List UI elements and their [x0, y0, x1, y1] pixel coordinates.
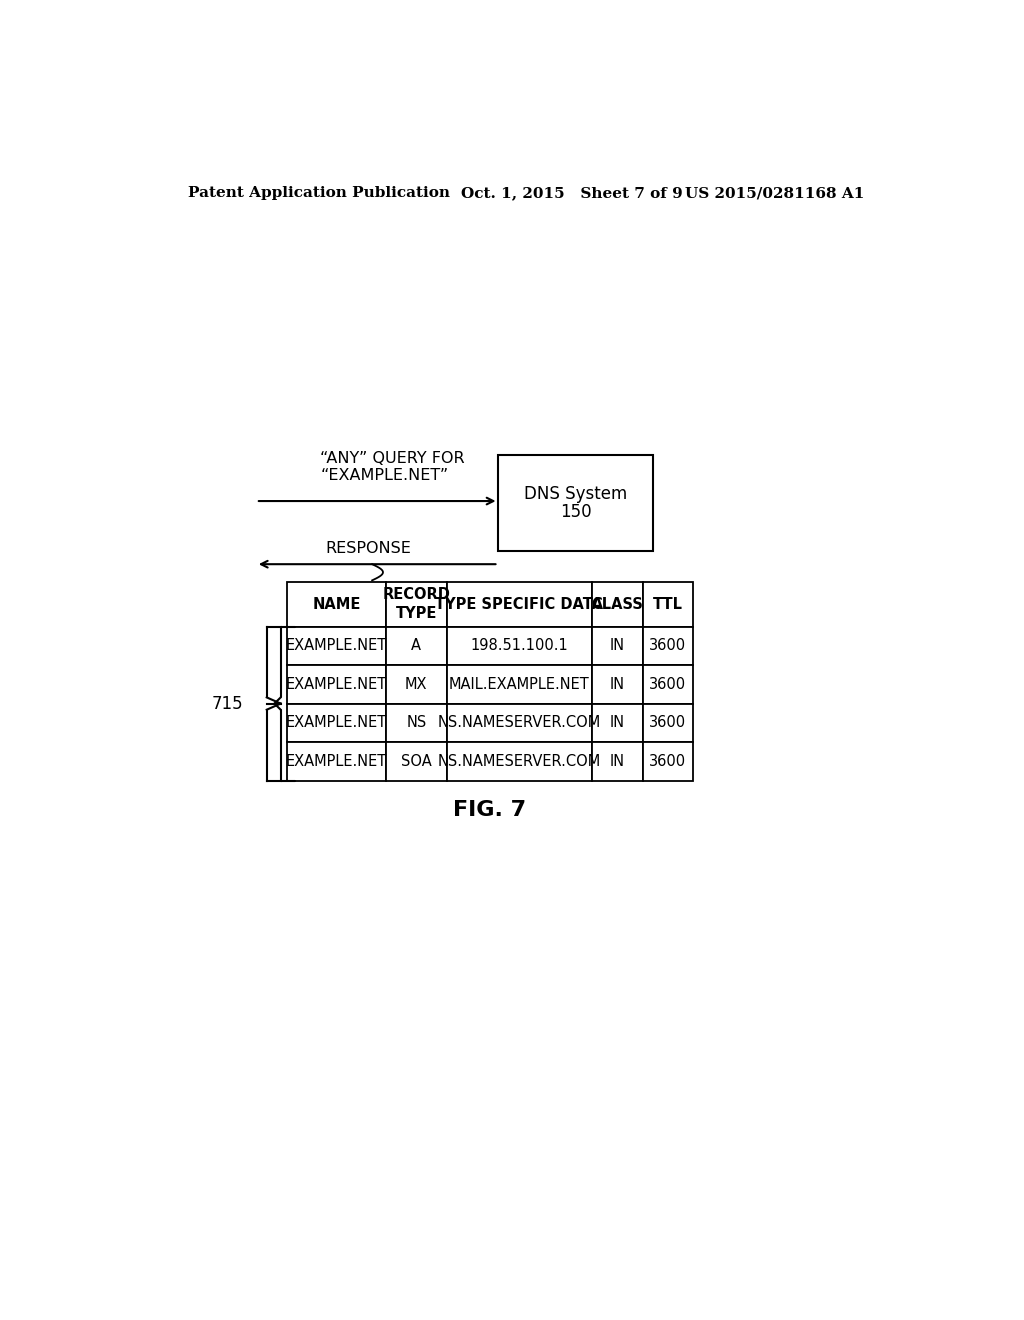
Text: US 2015/0281168 A1: US 2015/0281168 A1	[685, 186, 864, 201]
Text: NS: NS	[407, 715, 426, 730]
Text: EXAMPLE.NET: EXAMPLE.NET	[286, 677, 387, 692]
Text: RECORD
TYPE: RECORD TYPE	[382, 587, 451, 620]
Bar	[592, 582, 643, 627]
Bar	[643, 627, 693, 665]
Bar	[643, 665, 693, 704]
Text: RESPONSE: RESPONSE	[326, 541, 412, 557]
Text: DNS System: DNS System	[524, 484, 628, 503]
Text: IN: IN	[610, 754, 625, 768]
Text: TTL: TTL	[652, 597, 683, 611]
Bar	[287, 704, 386, 742]
Text: NAME: NAME	[312, 597, 360, 611]
Text: Oct. 1, 2015   Sheet 7 of 9: Oct. 1, 2015 Sheet 7 of 9	[461, 186, 683, 201]
Text: 3600: 3600	[649, 754, 686, 768]
Text: 198.51.100.1: 198.51.100.1	[470, 639, 568, 653]
Bar	[643, 742, 693, 780]
Text: MX: MX	[406, 677, 428, 692]
Bar	[287, 665, 386, 704]
Bar	[592, 665, 643, 704]
Bar	[287, 742, 386, 780]
Text: EXAMPLE.NET: EXAMPLE.NET	[286, 754, 387, 768]
Bar	[446, 627, 592, 665]
Text: EXAMPLE.NET: EXAMPLE.NET	[286, 715, 387, 730]
Text: SOA: SOA	[401, 754, 432, 768]
Bar	[386, 742, 446, 780]
Bar	[592, 627, 643, 665]
Text: 3600: 3600	[649, 677, 686, 692]
Text: 715: 715	[212, 694, 244, 713]
Bar	[287, 627, 386, 665]
Bar	[592, 742, 643, 780]
Text: “EXAMPLE.NET”: “EXAMPLE.NET”	[321, 469, 449, 483]
Text: IN: IN	[610, 639, 625, 653]
Text: EXAMPLE.NET: EXAMPLE.NET	[286, 639, 387, 653]
Text: NS.NAMESERVER.COM: NS.NAMESERVER.COM	[437, 715, 601, 730]
Bar	[446, 742, 592, 780]
Bar	[386, 627, 446, 665]
Bar	[386, 582, 446, 627]
Bar	[446, 665, 592, 704]
Bar	[499, 455, 653, 552]
Text: FIG. 7: FIG. 7	[454, 800, 526, 820]
Text: 3600: 3600	[649, 715, 686, 730]
Text: MAIL.EXAMPLE.NET: MAIL.EXAMPLE.NET	[449, 677, 590, 692]
Text: 150: 150	[560, 503, 592, 521]
Bar	[643, 704, 693, 742]
Bar	[386, 704, 446, 742]
Text: CLASS: CLASS	[592, 597, 643, 611]
Bar	[643, 582, 693, 627]
Text: A: A	[412, 639, 421, 653]
Text: “ANY” QUERY FOR: “ANY” QUERY FOR	[321, 451, 465, 466]
Text: NS.NAMESERVER.COM: NS.NAMESERVER.COM	[437, 754, 601, 768]
Bar	[446, 582, 592, 627]
Text: IN: IN	[610, 677, 625, 692]
Bar	[592, 704, 643, 742]
Text: IN: IN	[610, 715, 625, 730]
Text: TYPE SPECIFIC DATA: TYPE SPECIFIC DATA	[435, 597, 603, 611]
Bar	[287, 582, 386, 627]
Text: Patent Application Publication: Patent Application Publication	[188, 186, 451, 201]
Text: 3600: 3600	[649, 639, 686, 653]
Bar	[386, 665, 446, 704]
Bar	[446, 704, 592, 742]
